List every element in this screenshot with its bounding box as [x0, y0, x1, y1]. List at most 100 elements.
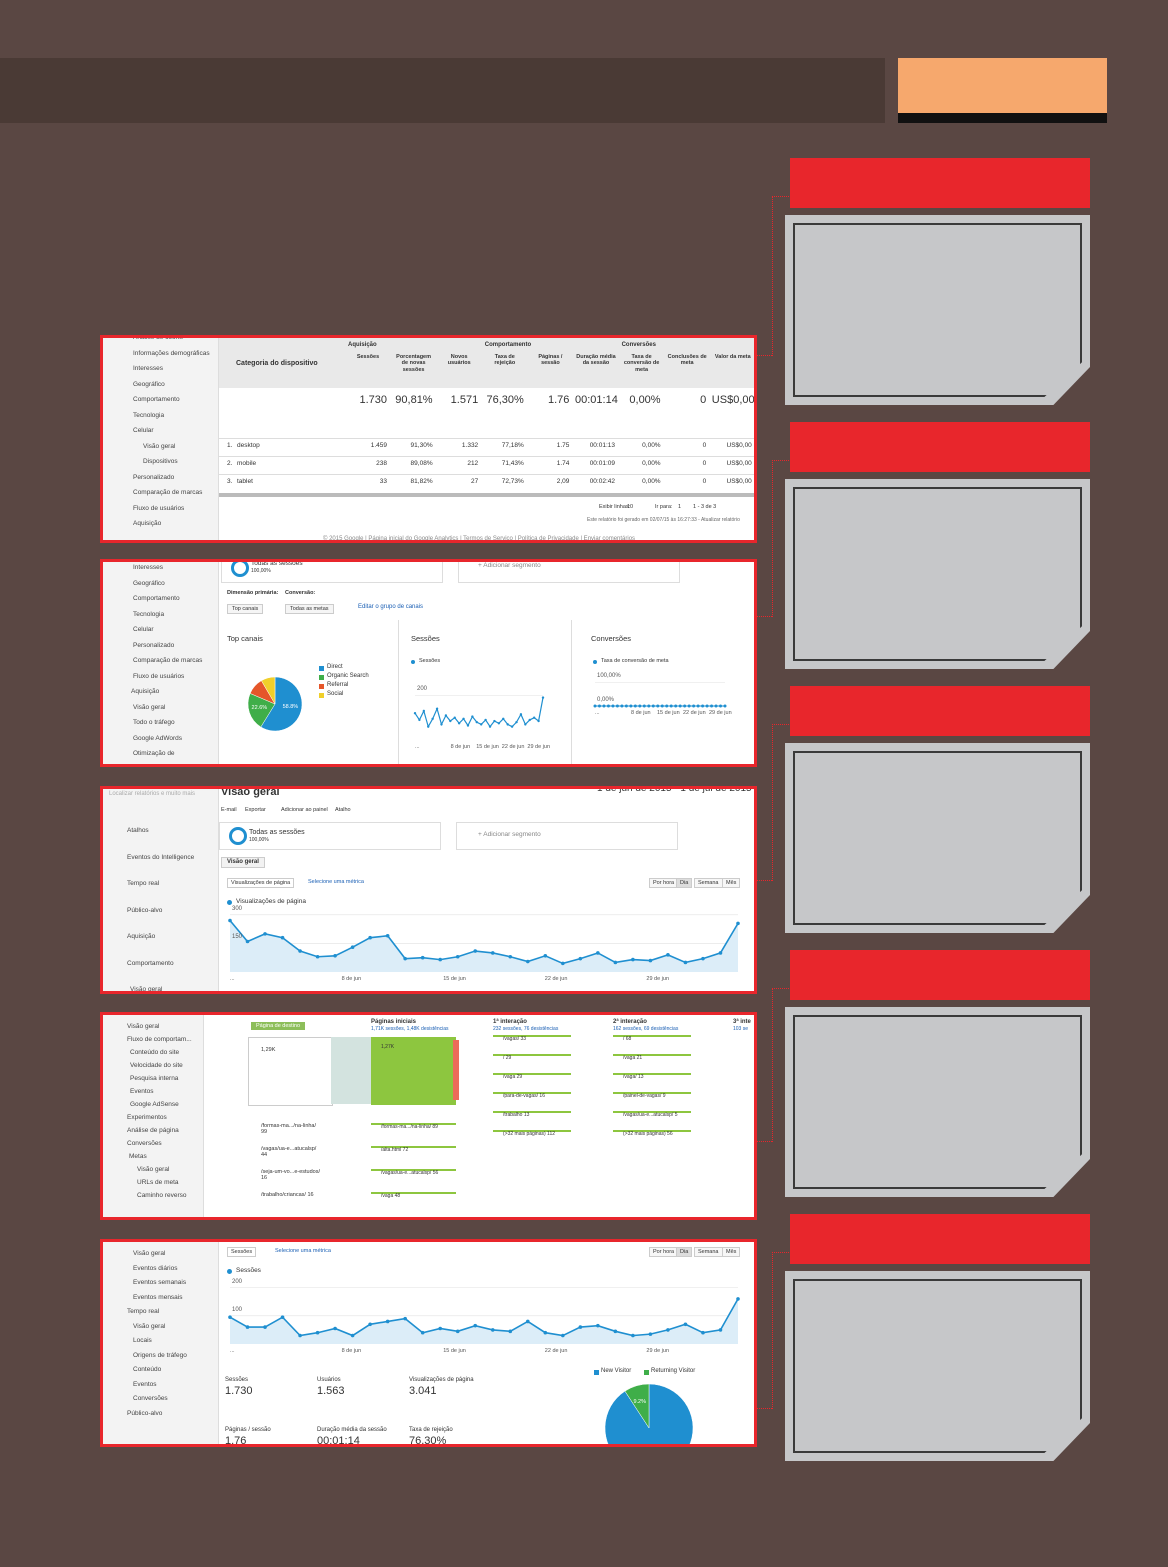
sidebar-item: Origens de tráfego	[133, 1351, 187, 1359]
button: Semana	[694, 878, 723, 889]
x-tick-label: 15 de jun	[657, 710, 680, 716]
sidebar-item: Conversões	[133, 1395, 168, 1402]
point	[736, 921, 740, 926]
sidebar-item: Eventos mensais	[133, 1293, 183, 1301]
area	[230, 1298, 738, 1344]
y-tick-label: 100,00%	[597, 673, 621, 680]
point	[490, 1328, 495, 1332]
dropoff	[453, 1040, 459, 1100]
sidebar-item: Locais	[133, 1337, 152, 1344]
card-title: Top canais	[227, 634, 263, 643]
sidebar-item: Eventos semanais	[133, 1279, 187, 1286]
point	[541, 696, 545, 699]
point	[493, 719, 496, 723]
sidebar-item: Aquisição	[131, 688, 160, 695]
card-divider	[571, 620, 572, 764]
point	[532, 716, 536, 719]
segment-ring	[229, 827, 247, 845]
chart	[247, 676, 303, 732]
chart	[228, 1287, 740, 1344]
sidebar-item: Google AdSense	[130, 1101, 179, 1108]
cell: 33	[379, 478, 387, 485]
row-line	[219, 474, 754, 475]
pager: Exibir linhas:	[599, 504, 631, 510]
menu-item: E-mail	[221, 807, 237, 813]
legend-dot	[593, 660, 597, 664]
point	[613, 960, 618, 965]
menu-item: Adicionar ao painel	[281, 807, 328, 813]
flow-node: /para-de-vagas/ 16	[503, 1093, 545, 1099]
metric-name: Usuários	[317, 1377, 341, 1383]
node-bar	[493, 1130, 571, 1132]
total: 1.730	[359, 394, 387, 406]
legend-dot	[411, 660, 415, 664]
cell: 0,00%	[642, 442, 661, 449]
sidebar-item: Tecnologia	[133, 610, 165, 618]
segment-ring	[231, 562, 249, 577]
sidebar-item: Comportamento	[133, 595, 180, 602]
cell: 00:01:09	[589, 460, 615, 467]
pager: 1 - 3 de 3	[693, 504, 717, 510]
point	[333, 1326, 337, 1331]
y-tick-label: 100	[232, 1306, 243, 1313]
header-bar	[0, 58, 885, 123]
sidebar-item: Visão geral	[143, 442, 176, 450]
group-header: Comportamento	[484, 342, 532, 348]
flow-node: /vaga 29	[503, 1074, 523, 1080]
flow-screenshot: Visão geral Fluxo de comportam... Conteúdo…	[100, 1012, 757, 1220]
legend-dot	[227, 900, 232, 905]
legend-label: Organic Search	[327, 673, 369, 679]
node-bar	[493, 1035, 571, 1037]
cell: 71,43%	[501, 460, 524, 467]
cell: 00:01:13	[589, 442, 615, 449]
dropdown: Todas as metas	[285, 604, 334, 615]
point	[444, 714, 448, 717]
x-tick-label: 29 de jun	[527, 744, 551, 750]
legend-label: Social	[327, 691, 344, 697]
connector-line	[757, 355, 772, 356]
point	[263, 932, 267, 936]
point	[438, 957, 443, 962]
node-bar	[613, 1111, 691, 1113]
cell: 89,08%	[410, 460, 433, 467]
sidebar-item: Personalizado	[133, 473, 175, 481]
segment: 100,00%	[249, 837, 269, 843]
x-tick-label: 22 de jun	[501, 744, 525, 750]
sidebar: Visão geral Fluxo de comportam... Conteúdo…	[103, 1015, 204, 1217]
point	[403, 956, 407, 961]
point	[683, 1322, 688, 1327]
point	[629, 704, 633, 708]
point	[497, 722, 501, 725]
flow-node: (>32 mais páginas) 112	[503, 1131, 556, 1137]
point	[669, 704, 673, 708]
flow-node: (>32 mais páginas) 56	[623, 1131, 673, 1137]
sidebar-item: Celular	[133, 427, 154, 434]
sidebar-item: Tempo real	[127, 880, 160, 887]
flow-node: /formas-ma.../na-linha/ 89	[381, 1124, 438, 1130]
point	[620, 704, 624, 708]
group-header: Aquisição	[348, 342, 377, 348]
legend-swatch	[319, 666, 324, 671]
sidebar-item: Conteúdo do site	[130, 1049, 180, 1056]
flow-node: / 29	[503, 1055, 512, 1061]
column-title: 1ª interação	[493, 1019, 527, 1025]
point	[606, 704, 610, 708]
cell: 77,18%	[501, 442, 524, 449]
cell: 212	[467, 460, 479, 467]
total: 00:01:14	[575, 394, 618, 406]
slice-label: 9.2%	[633, 1398, 647, 1405]
node-bar	[613, 1073, 691, 1075]
point	[440, 723, 443, 726]
connector	[772, 196, 791, 356]
card-title: Conversões	[591, 634, 632, 643]
legend-label: Direct	[327, 664, 343, 670]
sidebar-item: Visão geral	[130, 986, 163, 993]
cell: 00:02:42	[589, 478, 615, 485]
point	[705, 704, 709, 708]
sidebar-item: Público-alvo	[127, 1409, 163, 1417]
point	[656, 704, 660, 708]
legend-label: Sessões	[419, 658, 441, 664]
flow-block	[371, 1037, 456, 1105]
date-range: 1 de jun de 2015 - 1 de jul de 2015	[597, 786, 752, 794]
legend-swatch	[319, 675, 324, 680]
